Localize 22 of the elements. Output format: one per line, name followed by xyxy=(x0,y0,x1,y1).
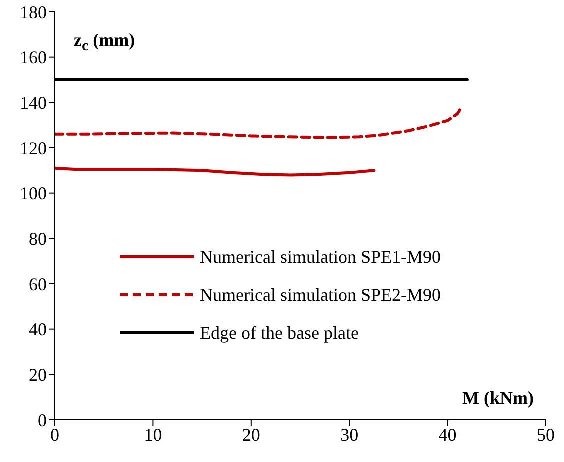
legend-label: Numerical simulation SPE1-M90 xyxy=(200,246,441,268)
x-tick-label: 40 xyxy=(438,424,457,445)
x-tick-label: 30 xyxy=(340,424,359,445)
x-tick-label: 0 xyxy=(50,424,60,445)
y-tick-label: 80 xyxy=(29,229,47,250)
line-series xyxy=(55,166,376,177)
y-tick-label: 160 xyxy=(20,48,47,68)
y-tick-label: 40 xyxy=(29,320,47,340)
y-tick-label: 140 xyxy=(20,93,47,114)
y-tick-label: 0 xyxy=(38,410,47,430)
x-tick-label: 10 xyxy=(144,424,162,445)
x-tick-label: 20 xyxy=(242,424,260,445)
legend-label: Edge of the base plate xyxy=(200,322,359,344)
y-axis-title: z$_{c}$ (mm) xyxy=(74,30,136,56)
legend-label: Numerical simulation SPE2-M90 xyxy=(200,284,441,306)
y-tick-label: 20 xyxy=(29,365,47,386)
x-axis-title: M (kNm) xyxy=(462,388,534,409)
y-tick-label: 180 xyxy=(20,2,47,22)
y-tick-label: 120 xyxy=(20,138,47,158)
x-tick-label: 50 xyxy=(537,424,555,445)
y-tick-label: 100 xyxy=(20,184,47,204)
y-tick-label: 60 xyxy=(29,274,47,294)
